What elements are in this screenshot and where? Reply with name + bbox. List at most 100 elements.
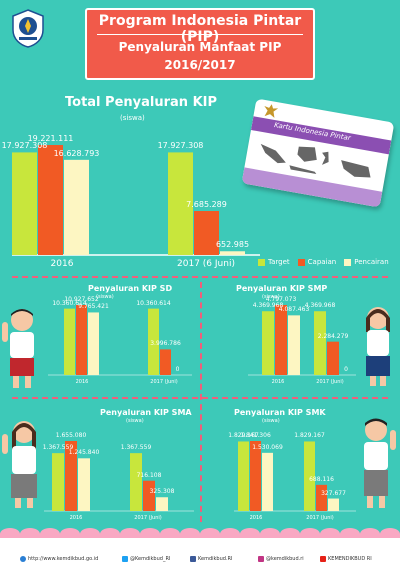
kip-value-label-target-1: 17.927.308	[157, 141, 204, 151]
footer-instagram-text: @kemdikbud.ri	[266, 556, 304, 562]
smk-category-label-0: 2016	[249, 515, 263, 521]
smp-bar-target-0	[262, 311, 274, 375]
smk-chart-subtitle: (siswa)	[262, 418, 280, 424]
footer-scallop	[0, 528, 400, 540]
youtube-icon	[320, 556, 326, 562]
sd-chart-subtitle: (siswa)	[96, 294, 114, 300]
kip-value-label-capaian-0: 19.221.111	[27, 134, 74, 143]
footer-instagram[interactable]: @kemdikbud.ri	[258, 556, 304, 562]
smk-bar-pencairan-0	[262, 452, 273, 511]
smk-chart-title: Penyaluran KIP SMK	[234, 408, 326, 417]
chart-legend: Target Capaian Pencairan	[258, 258, 389, 266]
kip-bar-capaian-0	[38, 145, 63, 255]
kip-bar-pencairan-0	[64, 159, 89, 255]
kip-bar-target-1	[168, 152, 193, 255]
sma-value-label-capaian-0: 1.655.080	[55, 432, 87, 439]
sma-bar-pencairan-0	[78, 458, 90, 511]
smp-value-label-target-1: 4.369.968	[304, 302, 336, 310]
panel-divider-vertical	[200, 282, 202, 522]
footer-youtube[interactable]: KEMENDIKBUD RI	[320, 556, 372, 562]
sd-bar-target-0	[64, 308, 75, 375]
smk-bar-capaian-0	[250, 441, 261, 511]
sma-category-label-0: 2016	[69, 515, 83, 521]
smp-chart-title: Penyaluran KIP SMP	[236, 284, 328, 293]
smp-value-label-capaian-1: 2.284.279	[317, 332, 349, 340]
smk-bar-pencairan-1	[328, 498, 339, 511]
kip-bar-pencairan-1	[220, 251, 245, 255]
kip-category-label-0: 2016	[50, 259, 74, 269]
smp-category-label-0: 2016	[271, 379, 285, 385]
twitter-icon	[122, 556, 128, 562]
smk-value-label-capaian-0: 1.841.306	[240, 432, 271, 439]
sma-chart-title: Penyaluran KIP SMA	[100, 408, 192, 417]
sd-value-label-target-0: 10.360.614	[52, 299, 87, 307]
legend-label-pencairan: Pencairan	[354, 258, 389, 266]
footer-youtube-text: KEMENDIKBUD RI	[328, 556, 372, 562]
smk-value-label-pencairan-1: 327.677	[321, 489, 346, 497]
sma-bar-target-0	[52, 453, 64, 511]
title-divider	[97, 34, 303, 35]
kip-category-label-1: 2017 (6 Juni)	[177, 259, 235, 269]
legend-label-target: Target	[268, 258, 290, 266]
kemdikbud-logo	[12, 9, 44, 48]
smk-bar-target-0	[238, 441, 249, 511]
garuda-icon	[264, 104, 279, 118]
smp-value-label-target-0: 4.369.968	[252, 302, 284, 310]
sma-bar-capaian-0	[65, 441, 77, 511]
smp-value-label-pencairan-1: 0	[344, 366, 348, 373]
footer-facebook[interactable]: Kemdikbud.RI	[190, 556, 233, 562]
legend-item-pencairan: Pencairan	[344, 258, 389, 266]
sd-category-label-1: 2017 (Juni)	[150, 379, 178, 385]
sd-value-label-pencairan-1: 0	[175, 366, 180, 373]
footer-website-text: http://www.kemdikbud.go.id	[28, 556, 99, 562]
footer-facebook-text: Kemdikbud.RI	[198, 556, 233, 562]
sma-category-label-1: 2017 (Juni)	[134, 515, 162, 521]
kip-value-label-pencairan-0: 16.628.793	[53, 148, 100, 158]
smk-bar-target-1	[304, 441, 315, 511]
smk-value-label-target-0: 1.829.167	[228, 432, 259, 440]
smp-value-label-capaian-0: 4.797.073	[265, 296, 297, 303]
sma-value-label-pencairan-1: 325.308	[149, 488, 175, 496]
sd-bar-target-1	[148, 308, 159, 375]
indonesia-map-icon	[260, 143, 371, 178]
smp-bar-pencairan-0	[288, 315, 300, 375]
kip-chart-subtitle: (siswa)	[120, 114, 145, 122]
student-girl-sma-illustration	[2, 421, 37, 508]
legend-swatch-target	[258, 258, 265, 266]
smk-value-label-capaian-1: 688.116	[309, 475, 334, 483]
sd-value-label-capaian-0: 10.927.652	[64, 296, 99, 303]
legend-label-capaian: Capaian	[307, 258, 337, 266]
sma-bar-pencairan-1	[156, 497, 168, 511]
page-title: Program Indonesia Pintar (PIP)	[98, 13, 302, 45]
page-subtitle: Penyaluran Manfaat PIP	[118, 40, 282, 54]
kip-value-label-pencairan-1: 652.985	[215, 240, 250, 250]
facebook-icon	[190, 556, 196, 562]
student-boy-smk-illustration	[364, 418, 396, 508]
footer-twitter-text: @Kemdikbud_RI	[130, 556, 171, 562]
sma-value-label-target-0: 1.367.559	[42, 444, 74, 452]
kip-card-illustration: Kartu Indonesia Pintar	[241, 98, 395, 208]
student-boy-sd-illustration	[2, 309, 34, 388]
sd-bar-pencairan-0	[88, 312, 99, 375]
smp-chart-subtitle: (siswa)	[262, 294, 280, 300]
kip-chart-title: Total Penyaluran KIP	[65, 95, 218, 110]
smk-value-label-target-1: 1.829.167	[294, 432, 325, 440]
sd-bar-capaian-1	[160, 349, 171, 375]
sd-bar-capaian-0	[76, 305, 87, 375]
footer-twitter[interactable]: @Kemdikbud_RI	[122, 556, 170, 562]
kip-bar-capaian-1	[194, 211, 219, 255]
sma-value-label-pencairan-0: 1.245.840	[68, 449, 100, 457]
legend-swatch-pencairan	[344, 258, 352, 266]
title-box: Program Indonesia Pintar (PIP) Penyalura…	[85, 8, 315, 80]
sd-category-label-0: 2016	[75, 379, 89, 385]
kip-value-label-target-0: 17.927.308	[1, 141, 48, 151]
legend-item-capaian: Capaian	[297, 258, 337, 266]
page-year: 2016/2017	[164, 58, 236, 72]
kip-value-label-capaian-1: 7.685.289	[186, 200, 227, 210]
kip-bar-target-0	[12, 152, 37, 255]
footer-website[interactable]: http://www.kemdikbud.go.id	[20, 556, 98, 562]
smp-bar-capaian-0	[275, 305, 287, 375]
sd-value-label-pencairan-0: 9.765.421	[78, 303, 109, 311]
